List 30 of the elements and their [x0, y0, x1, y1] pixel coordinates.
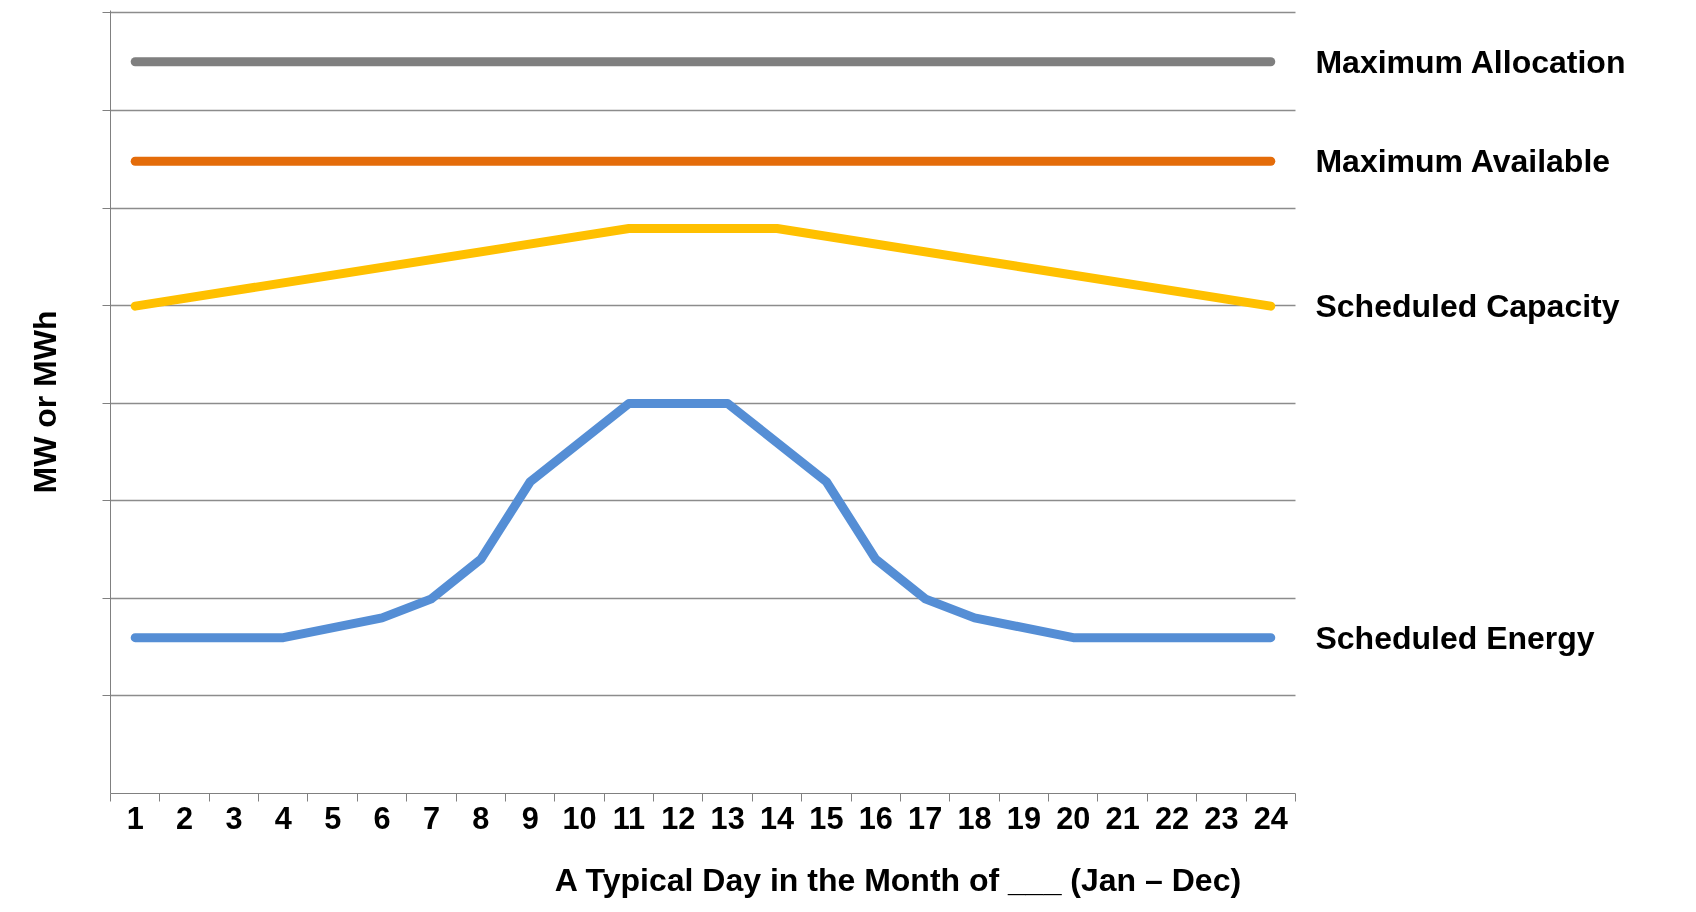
- x-tick-label: 20: [1056, 800, 1091, 835]
- series-label: Maximum Allocation: [1315, 43, 1626, 80]
- x-tick-label: 4: [274, 800, 292, 835]
- series-label: Scheduled Capacity: [1315, 288, 1620, 325]
- x-tick-label: 16: [858, 800, 893, 835]
- x-tick-label: 13: [710, 800, 745, 835]
- x-tick-label: 3: [225, 800, 243, 835]
- x-tick-label: 18: [957, 800, 992, 835]
- series-label: Scheduled Energy: [1315, 619, 1595, 656]
- x-tick-label: 14: [759, 800, 795, 835]
- x-tick-label: 15: [809, 800, 844, 835]
- x-tick-label: 12: [661, 800, 696, 835]
- x-tick-label: 22: [1154, 800, 1190, 835]
- x-tick-label: 6: [373, 800, 391, 835]
- x-axis-title: A Typical Day in the Month of ___ (Jan – Dec): [554, 861, 1242, 898]
- x-tick-label: 2: [176, 800, 194, 835]
- x-tick-label: 17: [908, 800, 943, 835]
- x-tick-label: 21: [1105, 800, 1140, 835]
- series-label: Maximum Available: [1315, 143, 1611, 180]
- x-tick-label: 7: [422, 800, 440, 835]
- x-tick-label: 9: [521, 800, 539, 835]
- x-tick-label: 23: [1204, 800, 1239, 835]
- x-tick-label: 1: [126, 800, 144, 835]
- x-tick-label: 10: [562, 800, 597, 835]
- x-tick-label: 24: [1253, 800, 1288, 835]
- x-tick-label: 5: [324, 800, 342, 835]
- x-tick-label: 11: [612, 800, 646, 835]
- x-tick-label: 8: [472, 800, 490, 835]
- y-axis-title: MW or MWh: [26, 310, 63, 494]
- x-tick-label: 19: [1006, 800, 1041, 835]
